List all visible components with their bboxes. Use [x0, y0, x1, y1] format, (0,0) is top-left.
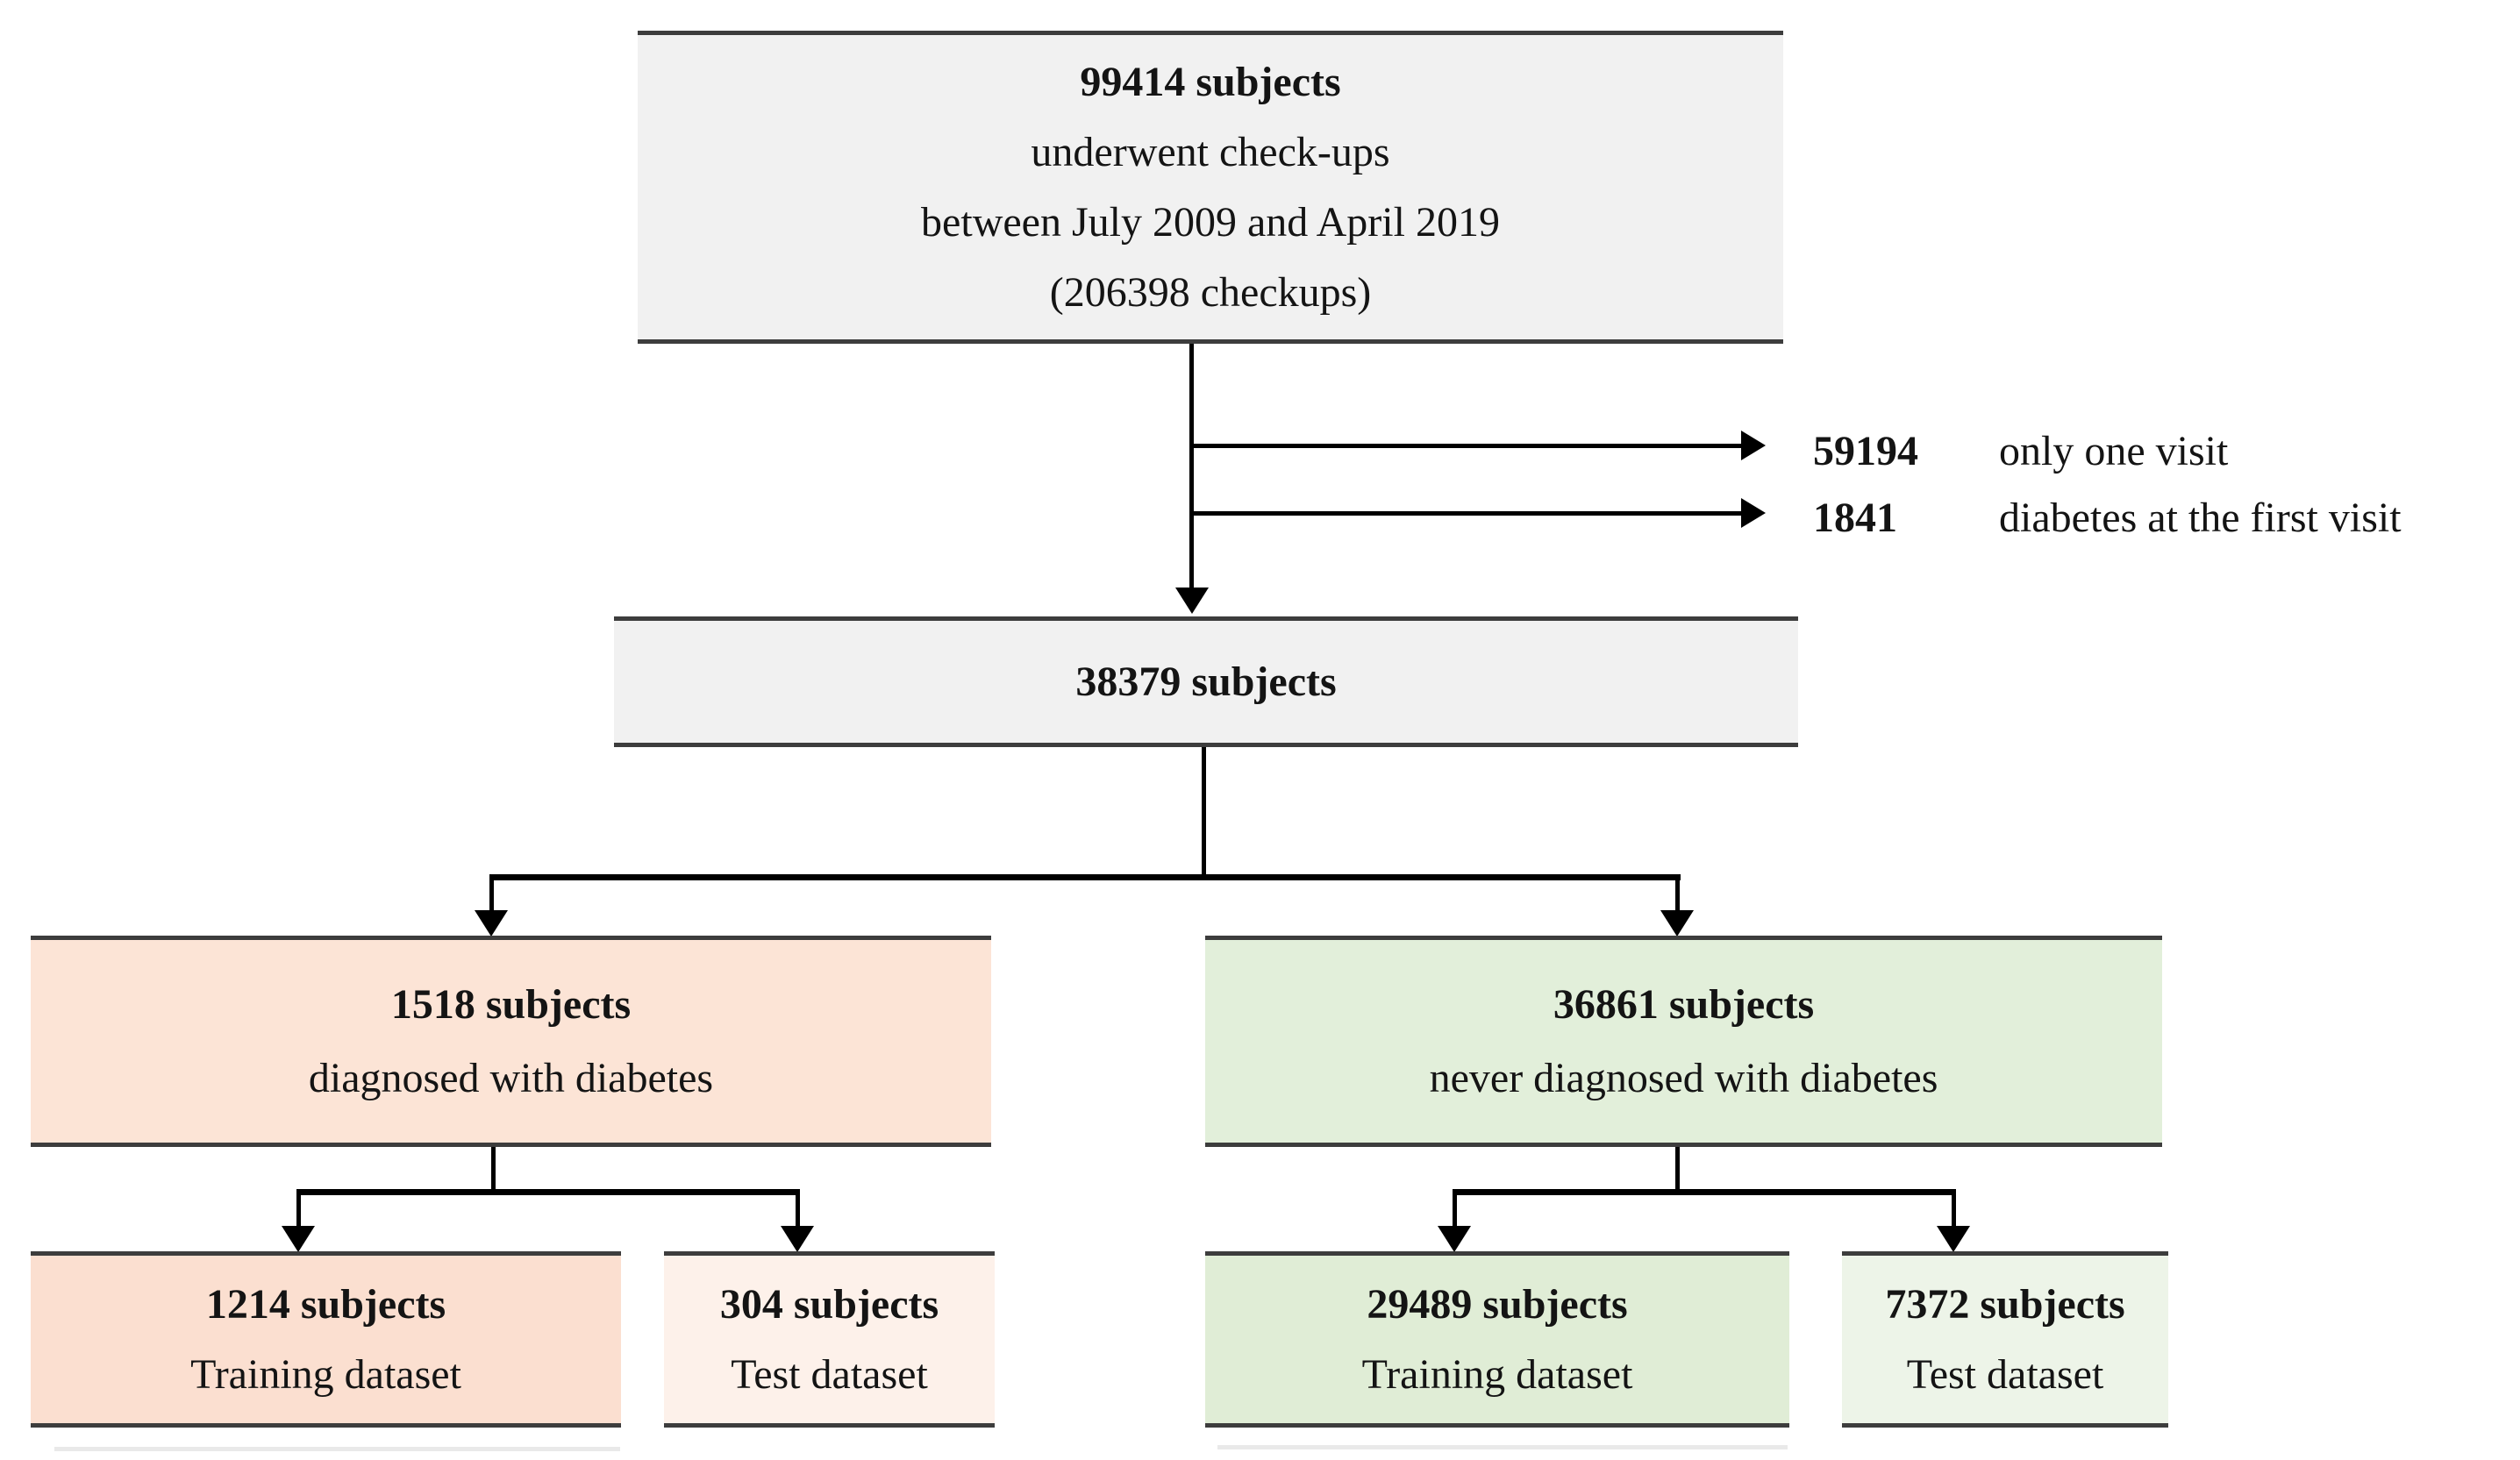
- arrow-down-icon: [475, 910, 508, 937]
- connector-no-diabetes-stem: [1675, 1147, 1680, 1193]
- gridline-artifact: [54, 1447, 620, 1451]
- no-diabetes-subjects-count: 36861 subjects: [1553, 980, 1815, 1028]
- no-diabetes-training-box: 29489 subjects Training dataset: [1205, 1251, 1789, 1428]
- arrow-down-icon: [1660, 910, 1694, 937]
- arrow-down-icon: [1438, 1226, 1471, 1252]
- diabetes-training-count: 1214 subjects: [205, 1280, 446, 1328]
- diabetes-subjects-label: diagnosed with diabetes: [308, 1054, 714, 1101]
- exclusion-row-diabetes-first-visit: 1841 diabetes at the first visit: [1813, 493, 2402, 544]
- arrow-down-icon: [282, 1226, 315, 1252]
- eligible-subjects-count: 38379 subjects: [1075, 658, 1337, 705]
- diabetes-training-label: Training dataset: [190, 1350, 461, 1398]
- screened-subjects-line3: between July 2009 and April 2019: [921, 198, 1500, 246]
- screened-subjects-count: 99414 subjects: [1080, 58, 1341, 105]
- diabetes-training-box: 1214 subjects Training dataset: [31, 1251, 621, 1428]
- arrow-right-icon: [1741, 431, 1766, 460]
- connector-drop-diabetes: [489, 877, 494, 912]
- connector-drop-no-diabetes-training: [1453, 1193, 1457, 1228]
- no-diabetes-subjects-box: 36861 subjects never diagnosed with diab…: [1205, 936, 2162, 1147]
- connector-diabetes-stem: [491, 1147, 496, 1193]
- screened-subjects-line4: (206398 checkups): [1049, 268, 1372, 316]
- no-diabetes-training-label: Training dataset: [1361, 1350, 1633, 1398]
- diabetes-test-label: Test dataset: [731, 1350, 928, 1398]
- diabetes-subjects-count: 1518 subjects: [390, 980, 632, 1028]
- no-diabetes-test-label: Test dataset: [1906, 1350, 2104, 1398]
- arrow-down-icon: [781, 1226, 814, 1252]
- no-diabetes-training-count: 29489 subjects: [1367, 1280, 1628, 1328]
- arrow-down-icon: [1175, 588, 1209, 614]
- connector-drop-no-diabetes: [1675, 877, 1680, 912]
- exclusion-count: 59194: [1813, 428, 1918, 474]
- exclusion-label: only one visit: [1999, 428, 2229, 474]
- connector-exclusion-2: [1189, 511, 1741, 516]
- connector-drop-diabetes-training: [296, 1193, 301, 1228]
- diabetes-test-count: 304 subjects: [719, 1280, 939, 1328]
- arrow-right-icon: [1741, 498, 1766, 528]
- no-diabetes-test-box: 7372 subjects Test dataset: [1842, 1251, 2168, 1428]
- connector-no-diabetes-split-bar: [1453, 1189, 1956, 1195]
- connector-drop-no-diabetes-test: [1952, 1193, 1956, 1228]
- gridline-artifact: [1217, 1445, 1788, 1449]
- no-diabetes-test-count: 7372 subjects: [1885, 1280, 2125, 1328]
- no-diabetes-subjects-label: never diagnosed with diabetes: [1429, 1054, 1938, 1101]
- eligible-subjects-box: 38379 subjects: [614, 616, 1798, 747]
- connector-diabetes-split-bar: [296, 1189, 800, 1195]
- exclusion-label: diabetes at the first visit: [1999, 495, 2402, 541]
- connector-top-to-eligible: [1189, 344, 1194, 589]
- exclusion-count: 1841: [1813, 495, 1897, 541]
- diabetes-subjects-box: 1518 subjects diagnosed with diabetes: [31, 936, 991, 1147]
- connector-eligible-stem: [1202, 747, 1206, 879]
- screened-subjects-line2: underwent check-ups: [1031, 128, 1390, 175]
- arrow-down-icon: [1937, 1226, 1970, 1252]
- diabetes-test-box: 304 subjects Test dataset: [664, 1251, 995, 1428]
- exclusion-row-one-visit: 59194 only one visit: [1813, 426, 2228, 477]
- screened-subjects-box: 99414 subjects underwent check-ups betwe…: [638, 31, 1783, 344]
- connector-exclusion-1: [1189, 444, 1741, 448]
- connector-eligible-split-bar: [489, 874, 1681, 880]
- connector-drop-diabetes-test: [796, 1193, 800, 1228]
